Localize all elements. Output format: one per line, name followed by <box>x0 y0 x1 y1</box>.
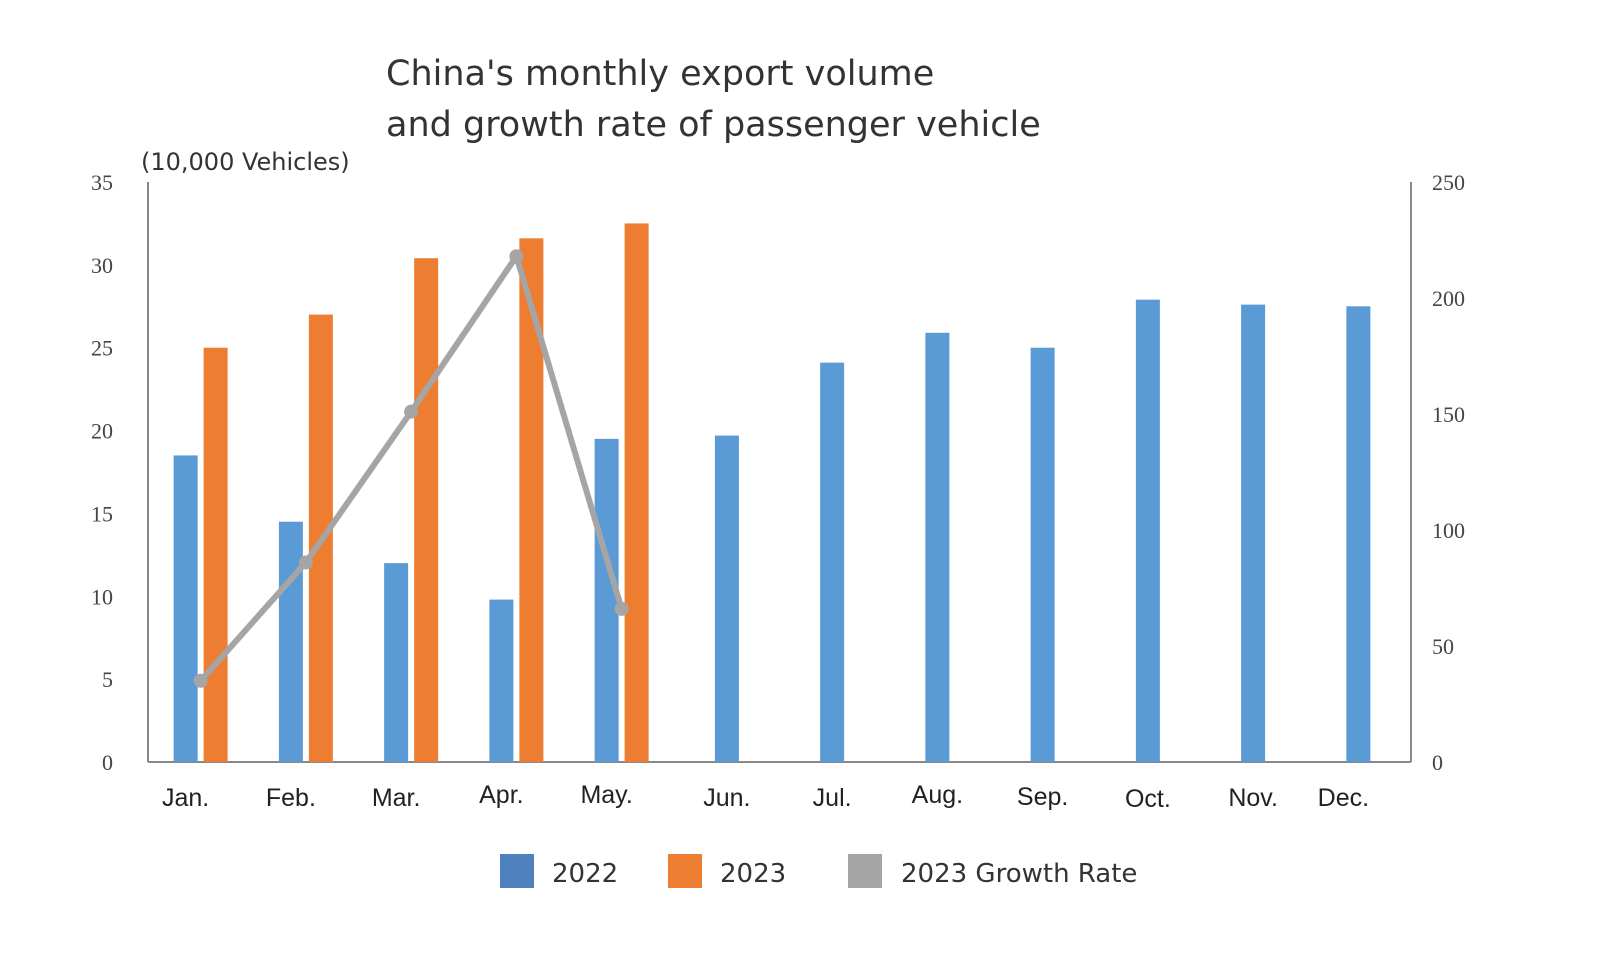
chart-title-line1: China's monthly export volume <box>386 54 934 94</box>
bar-2022 <box>278 521 303 762</box>
y2-tick-label: 150 <box>1432 402 1465 427</box>
y-tick-label: 0 <box>102 750 113 775</box>
bar-2023 <box>414 258 439 762</box>
growth-rate-line <box>198 253 625 683</box>
y-axis-label: (10,000 Vehicles) <box>141 148 350 176</box>
bar-2022 <box>384 563 409 762</box>
x-tick-label: Oct. <box>1125 785 1171 813</box>
legend-label: 2023 Growth Rate <box>901 859 1137 889</box>
bar-2022 <box>1030 347 1055 762</box>
growth-rate-point <box>509 249 524 264</box>
y-tick-label: 20 <box>91 419 113 444</box>
growth-rate-point <box>614 601 629 616</box>
x-tick-label: Mar. <box>372 784 421 812</box>
y-tick-label: 30 <box>91 253 113 278</box>
legend-label: 2023 <box>720 859 786 889</box>
chart-title-line2: and growth rate of passenger vehicle <box>386 105 1041 145</box>
bar-2022 <box>714 435 739 762</box>
x-tick-label: Jan. <box>162 784 209 812</box>
y-tick-label: 10 <box>91 584 113 609</box>
bar-2022 <box>594 438 619 762</box>
legend-swatch <box>848 854 882 888</box>
x-tick-label: Feb. <box>266 784 316 812</box>
bar-2022 <box>1241 304 1266 762</box>
legend-label: 2022 <box>552 859 618 889</box>
y-tick-label: 25 <box>91 336 113 361</box>
x-tick-label: Sep. <box>1017 783 1068 811</box>
y2-tick-label: 100 <box>1432 518 1465 543</box>
y-tick-label: 15 <box>91 501 113 526</box>
growth-rate-point <box>404 404 419 419</box>
y-tick-label: 35 <box>91 170 113 195</box>
bar-2022 <box>1135 299 1160 762</box>
x-tick-label: Apr. <box>479 781 523 809</box>
legend-swatch <box>668 854 702 888</box>
bar-2023 <box>624 223 649 762</box>
growth-rate-point <box>193 673 208 688</box>
x-tick-label: Aug. <box>912 781 963 809</box>
bar-2022 <box>925 332 950 762</box>
legend-swatch <box>500 854 534 888</box>
bar-2022 <box>820 362 845 762</box>
bar-2022 <box>173 455 198 762</box>
bar-2023 <box>203 347 228 762</box>
y2-tick-label: 250 <box>1432 170 1465 195</box>
bar-2022 <box>489 599 514 762</box>
x-tick-label: Jul. <box>813 784 852 812</box>
x-tick-label: Jun. <box>703 784 750 812</box>
bar-2022 <box>1346 306 1371 762</box>
x-tick-label: Dec. <box>1318 784 1369 812</box>
y2-tick-label: 0 <box>1432 750 1443 775</box>
y-tick-label: 5 <box>102 667 113 692</box>
growth-rate-point <box>298 555 313 570</box>
x-tick-label: Nov. <box>1228 784 1278 812</box>
x-tick-label: May. <box>580 781 632 809</box>
y2-tick-label: 50 <box>1432 634 1454 659</box>
y2-tick-label: 200 <box>1432 286 1465 311</box>
